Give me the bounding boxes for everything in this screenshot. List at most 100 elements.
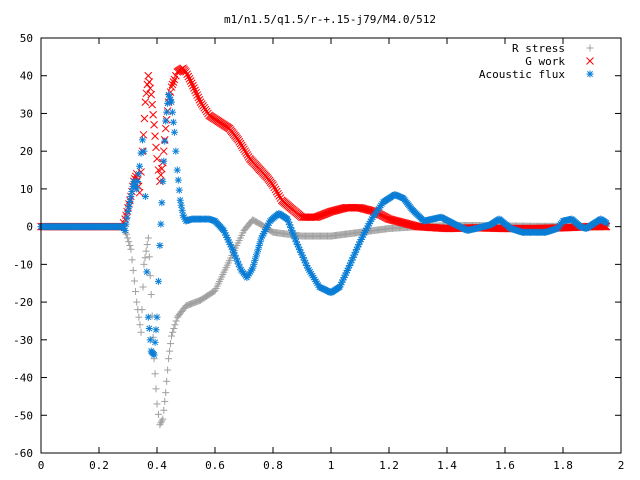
data-point bbox=[147, 90, 156, 99]
data-point bbox=[157, 419, 165, 427]
y-tick-label: -40 bbox=[13, 372, 33, 385]
series-layer bbox=[37, 64, 611, 429]
data-point bbox=[150, 120, 158, 129]
data-point bbox=[128, 256, 136, 264]
data-point bbox=[238, 143, 247, 152]
data-point bbox=[272, 187, 281, 196]
data-point bbox=[130, 277, 138, 285]
data-point bbox=[159, 147, 168, 156]
legend-label: G work bbox=[525, 55, 565, 68]
x-tick-label: 0.8 bbox=[263, 459, 283, 472]
data-point bbox=[168, 98, 175, 106]
data-point bbox=[237, 141, 246, 150]
data-point bbox=[136, 162, 144, 170]
data-point bbox=[141, 98, 150, 106]
data-point bbox=[146, 272, 154, 280]
data-point bbox=[195, 95, 204, 104]
data-point bbox=[157, 220, 165, 228]
data-point bbox=[141, 254, 149, 262]
data-point bbox=[161, 397, 169, 405]
data-point bbox=[123, 214, 131, 222]
data-point bbox=[125, 203, 133, 211]
data-point bbox=[164, 366, 172, 374]
data-point bbox=[157, 164, 166, 173]
series-r-stress bbox=[37, 216, 610, 429]
data-point bbox=[140, 260, 148, 268]
data-point bbox=[161, 124, 170, 133]
data-point bbox=[139, 130, 148, 139]
data-point bbox=[159, 177, 167, 185]
data-point bbox=[234, 136, 243, 144]
data-point bbox=[144, 234, 152, 242]
data-point bbox=[169, 118, 177, 126]
data-point bbox=[275, 192, 284, 200]
data-point bbox=[135, 313, 143, 321]
data-point bbox=[172, 317, 180, 325]
legend-label: Acoustic flux bbox=[479, 68, 565, 81]
data-point bbox=[235, 137, 244, 146]
data-point bbox=[186, 77, 195, 85]
legend-marker bbox=[586, 44, 594, 52]
data-point bbox=[154, 410, 162, 418]
data-point bbox=[255, 242, 263, 249]
data-point bbox=[151, 132, 159, 140]
x-tick-label: 1.2 bbox=[379, 459, 399, 472]
data-point bbox=[163, 377, 171, 385]
legend-marker bbox=[586, 57, 594, 65]
data-point bbox=[152, 385, 160, 393]
data-point bbox=[184, 72, 193, 81]
data-point bbox=[170, 325, 178, 332]
data-point bbox=[270, 183, 279, 192]
data-point bbox=[133, 298, 141, 306]
data-point bbox=[176, 196, 184, 204]
y-tick-label: 20 bbox=[20, 145, 33, 158]
y-tick-label: 40 bbox=[20, 70, 33, 83]
data-point bbox=[142, 247, 150, 255]
data-point bbox=[252, 253, 260, 261]
data-point bbox=[134, 177, 142, 185]
data-point bbox=[351, 248, 359, 256]
x-tick-label: 2 bbox=[618, 459, 625, 472]
data-point bbox=[254, 245, 262, 253]
data-point bbox=[178, 206, 186, 214]
data-point bbox=[187, 79, 196, 88]
y-tick-label: -60 bbox=[13, 447, 33, 460]
x-tick-label: 1 bbox=[328, 459, 335, 472]
data-point bbox=[152, 143, 160, 152]
data-point bbox=[160, 406, 168, 414]
data-point bbox=[124, 234, 132, 242]
y-tick-label: -30 bbox=[13, 334, 33, 347]
data-point bbox=[121, 226, 129, 234]
data-point bbox=[148, 100, 157, 109]
axis-ticks: 0 0.2 0.4 0.6 0.8 1 1.2 1.4 1.6 1.8 2 50 40 30 20 10 0 -1… bbox=[13, 32, 624, 472]
data-point bbox=[143, 241, 151, 249]
data-point bbox=[168, 80, 177, 89]
data-point bbox=[153, 313, 161, 321]
data-point bbox=[140, 147, 148, 155]
data-point bbox=[190, 84, 198, 92]
data-point bbox=[165, 355, 173, 363]
data-point bbox=[603, 219, 610, 227]
data-point bbox=[183, 70, 192, 79]
legend-marker bbox=[586, 70, 594, 78]
x-tick-label: 0.2 bbox=[89, 459, 109, 472]
data-point bbox=[151, 370, 159, 378]
data-point bbox=[167, 340, 175, 348]
data-point bbox=[241, 147, 250, 156]
data-point bbox=[168, 332, 175, 340]
data-point bbox=[236, 263, 244, 271]
y-tick-label: 0 bbox=[26, 221, 33, 234]
x-tick-label: 1.6 bbox=[495, 459, 515, 472]
data-point bbox=[189, 81, 197, 90]
data-point bbox=[143, 268, 151, 276]
data-point bbox=[144, 313, 152, 321]
data-point bbox=[162, 117, 170, 125]
data-point bbox=[167, 83, 176, 91]
y-tick-label: 30 bbox=[20, 107, 33, 120]
data-point bbox=[240, 145, 248, 154]
data-point bbox=[154, 277, 162, 285]
data-point bbox=[242, 149, 251, 157]
data-point bbox=[192, 88, 201, 97]
